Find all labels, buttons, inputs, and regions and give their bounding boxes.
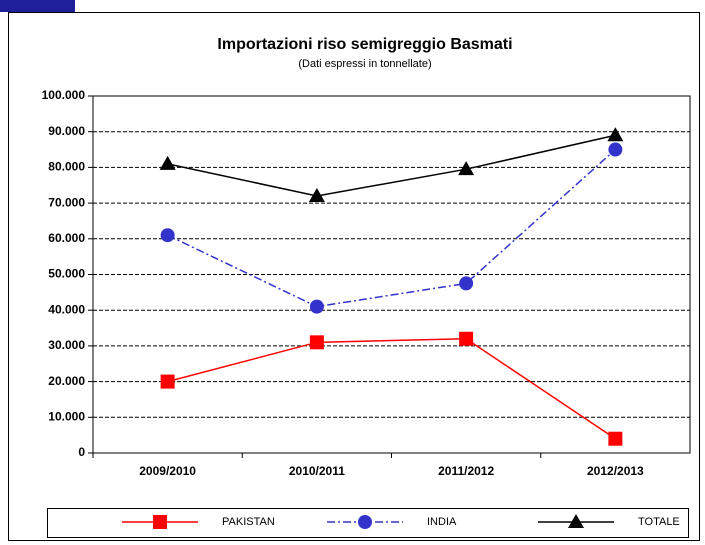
chart-frame	[8, 12, 700, 541]
y-tick-label: 90.000	[48, 124, 85, 138]
legend-label: PAKISTAN	[222, 516, 275, 528]
x-tick-label: 2009/2010	[139, 464, 196, 478]
x-tick-label: 2012/2013	[587, 464, 644, 478]
marker	[607, 127, 624, 142]
y-tick-label: 50.000	[48, 267, 85, 281]
y-tick-label: 10.000	[48, 409, 85, 423]
chart-title: Importazioni riso semigreggio Basmati	[217, 36, 512, 53]
legend-marker	[568, 514, 584, 528]
y-tick-label: 0	[78, 445, 85, 459]
marker	[160, 228, 175, 243]
x-tick-label: 2011/2012	[438, 464, 494, 478]
legend-label: TOTALE	[638, 516, 680, 528]
y-tick-label: 80.000	[48, 160, 85, 174]
marker	[309, 299, 324, 314]
y-tick-label: 70.000	[48, 195, 85, 209]
header-tab	[0, 0, 75, 12]
marker	[160, 374, 175, 389]
x-tick-label: 2010/2011	[289, 464, 345, 478]
marker	[308, 187, 325, 202]
series-line	[167, 148, 616, 308]
y-tick-label: 60.000	[48, 231, 85, 245]
marker	[309, 335, 324, 350]
marker	[458, 161, 475, 176]
legend-marker	[153, 515, 167, 529]
marker	[608, 142, 623, 157]
series-line	[167, 134, 616, 197]
series-line	[167, 338, 616, 440]
legend-marker	[358, 515, 372, 529]
y-tick-label: 30.000	[48, 338, 85, 352]
legend-label: INDIA	[427, 516, 457, 528]
y-tick-label: 40.000	[48, 302, 85, 316]
y-tick-label: 20.000	[48, 374, 85, 388]
marker	[608, 431, 623, 446]
marker	[159, 155, 176, 170]
y-tick-label: 100.000	[42, 88, 86, 102]
marker	[459, 276, 474, 291]
chart-subtitle: (Dati espressi in tonnellate)	[298, 58, 431, 70]
marker	[459, 331, 474, 346]
